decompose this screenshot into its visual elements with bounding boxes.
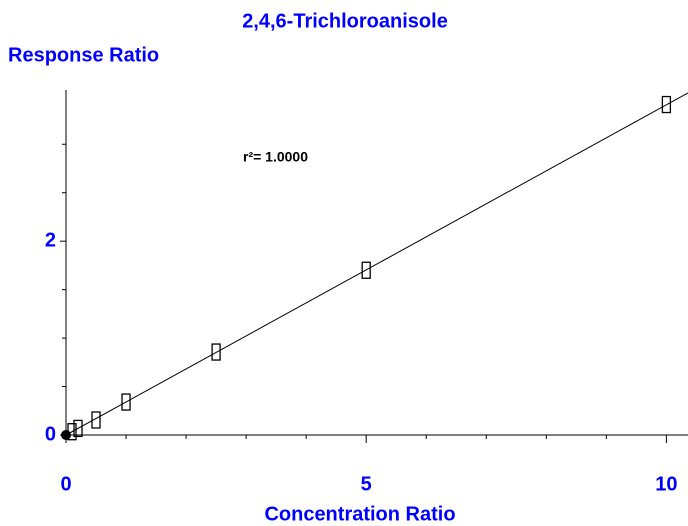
x-tick-label: 10 bbox=[655, 473, 677, 495]
data-point bbox=[361, 261, 371, 279]
x-tick-label: 5 bbox=[361, 473, 372, 495]
fit-line bbox=[65, 92, 688, 436]
x-tick-label: 0 bbox=[60, 473, 71, 495]
x-axis-label: Concentration Ratio bbox=[264, 503, 455, 525]
data-point bbox=[661, 95, 672, 114]
chart-title: 2,4,6-Trichloroanisole bbox=[242, 10, 448, 32]
y-axis-label: Response Ratio bbox=[8, 44, 159, 66]
data-point bbox=[121, 393, 131, 411]
y-tick-label: 0 bbox=[45, 423, 56, 445]
y-tick-label: 2 bbox=[45, 229, 56, 251]
data-point bbox=[73, 419, 83, 438]
data-point bbox=[211, 343, 221, 361]
annotation: r²= 1.0000 bbox=[243, 149, 308, 165]
data-point bbox=[91, 411, 101, 429]
origin-point bbox=[61, 430, 71, 440]
data-point bbox=[67, 423, 77, 441]
